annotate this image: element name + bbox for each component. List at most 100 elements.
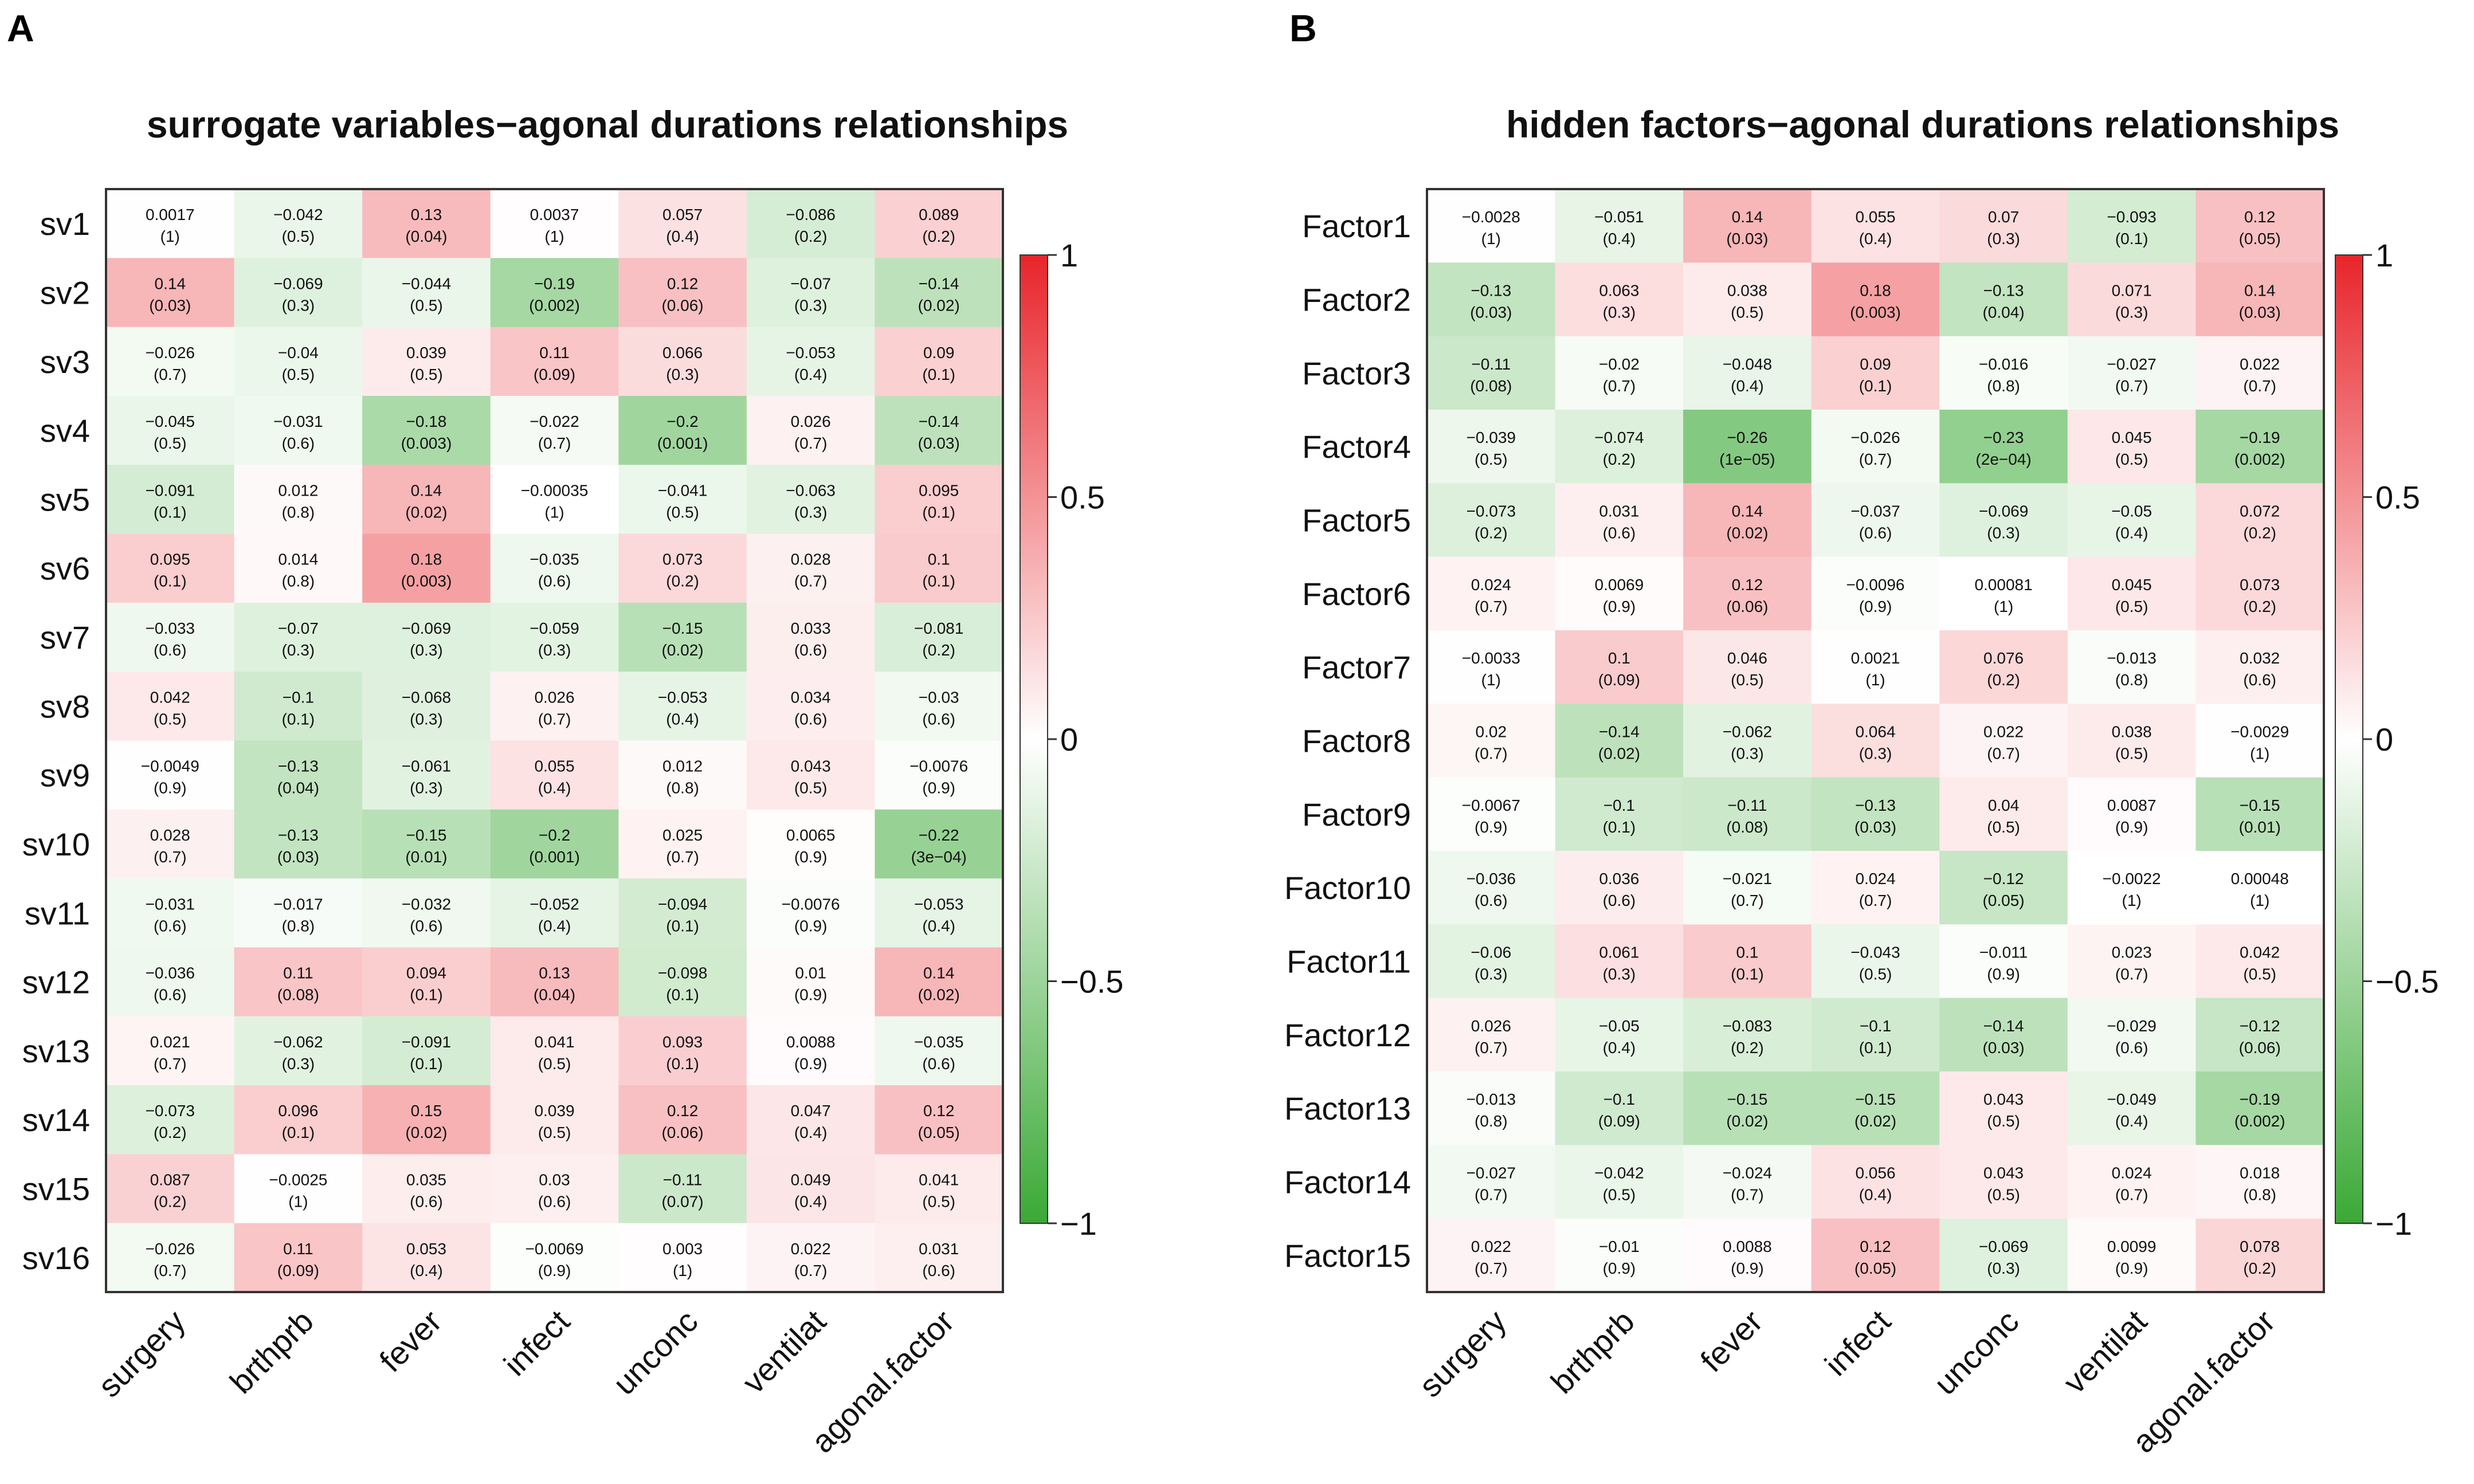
row-label: Factor14 xyxy=(1284,1164,1411,1200)
cell-correlation-label: 0.043 xyxy=(1983,1090,2024,1108)
row-label: sv10 xyxy=(22,826,90,862)
cell-pvalue-label: (0.2) xyxy=(1987,671,2020,689)
heatmap-cell xyxy=(1939,777,2068,851)
heatmap-cell xyxy=(234,1223,363,1293)
cell-pvalue-label: (0.5) xyxy=(410,296,443,314)
cell-correlation-label: 0.0087 xyxy=(2107,796,2157,814)
row-labels-a: sv1 sv2 sv3 sv4 sv5 sv6 sv7 sv8 sv9 sv10 sv11 sv12 s… xyxy=(22,206,90,1276)
heatmap-cell xyxy=(1427,189,1556,263)
cell-correlation-label: −0.016 xyxy=(1979,355,2028,373)
heatmap-cell xyxy=(1683,336,1812,410)
heatmap-cell xyxy=(875,602,1003,672)
heatmap-cell xyxy=(1939,1145,2068,1219)
cell-pvalue-label: (0.6) xyxy=(538,1193,571,1211)
cell-pvalue-label: (0.6) xyxy=(410,917,443,935)
heatmap-cell xyxy=(362,602,491,672)
heatmap-cell xyxy=(362,327,491,396)
heatmap-cell xyxy=(234,533,363,603)
cell-correlation-label: −0.00035 xyxy=(521,481,589,499)
heatmap-cell xyxy=(1683,777,1812,851)
heatmap-cell xyxy=(490,327,619,396)
cell-pvalue-label: (0.3) xyxy=(282,296,315,314)
cell-pvalue-label: (0.3) xyxy=(794,296,828,314)
cell-pvalue-label: (0.02) xyxy=(1598,745,1640,763)
heatmap-cell xyxy=(234,327,363,396)
cell-correlation-label: −0.0096 xyxy=(1846,576,1905,594)
cell-correlation-label: −0.04 xyxy=(278,344,319,362)
cell-correlation-label: 0.02 xyxy=(1476,723,1507,741)
cell-pvalue-label: (0.6) xyxy=(794,641,828,659)
colorbar-a: 1 0.5 0 −0.5 −1 xyxy=(1020,237,1124,1242)
heatmap-cell xyxy=(234,809,363,879)
cell-correlation-label: 0.045 xyxy=(2112,576,2152,594)
heatmap-cell xyxy=(490,395,619,465)
heatmap-cell xyxy=(2195,336,2324,410)
heatmap-cell xyxy=(875,1223,1003,1293)
cell-pvalue-label: (0.002) xyxy=(529,296,580,314)
cell-pvalue-label: (0.4) xyxy=(922,917,955,935)
cell-pvalue-label: (1) xyxy=(2122,892,2142,909)
cell-pvalue-label: (0.4) xyxy=(666,227,699,245)
cell-pvalue-label: (0.2) xyxy=(1475,524,1508,542)
cell-correlation-label: 0.094 xyxy=(406,964,446,982)
heatmap-cell xyxy=(362,1223,491,1293)
heatmap-cell xyxy=(1811,998,1940,1072)
cell-pvalue-label: (0.1) xyxy=(922,503,955,521)
cell-correlation-label: −0.15 xyxy=(2240,796,2280,814)
cell-correlation-label: 0.073 xyxy=(2240,576,2280,594)
heatmap-cell xyxy=(618,258,747,328)
cell-correlation-label: 0.14 xyxy=(1732,502,1763,520)
heatmap-cell xyxy=(618,1085,747,1155)
cell-pvalue-label: (0.7) xyxy=(1731,1186,1764,1204)
cell-correlation-label: 0.035 xyxy=(406,1171,446,1189)
cell-correlation-label: −0.1 xyxy=(1603,1090,1635,1108)
cell-correlation-label: −0.12 xyxy=(2240,1017,2280,1035)
column-label: ventilat xyxy=(2056,1303,2154,1400)
cell-correlation-label: −0.19 xyxy=(2240,429,2280,446)
heatmap-cell xyxy=(618,533,747,603)
cell-pvalue-label: (0.09) xyxy=(1598,671,1640,689)
heatmap-cell xyxy=(106,533,235,603)
heatmap-cell xyxy=(1683,483,1812,558)
heatmap-cell xyxy=(1555,262,1684,337)
colorbar-tick-label: 1 xyxy=(1060,237,1078,273)
cell-correlation-label: −0.14 xyxy=(919,274,959,292)
cell-correlation-label: 0.038 xyxy=(2112,723,2152,741)
cell-correlation-label: −0.15 xyxy=(1855,1090,1896,1108)
column-label: fever xyxy=(1693,1303,1770,1379)
heatmap-cell xyxy=(1555,1218,1684,1293)
heatmap-cell xyxy=(1939,1071,2068,1145)
heatmap-cell xyxy=(875,1016,1003,1086)
cell-correlation-label: −0.12 xyxy=(1983,870,2024,888)
heatmap-cell xyxy=(1427,262,1556,337)
colorbar-tick-label: 0.5 xyxy=(1060,480,1105,516)
row-label: sv2 xyxy=(40,274,90,311)
heatmap-cell xyxy=(1811,483,1940,558)
cell-pvalue-label: (0.3) xyxy=(1987,230,2020,248)
cell-pvalue-label: (0.003) xyxy=(401,572,452,590)
cell-pvalue-label: (0.5) xyxy=(2115,450,2148,468)
column-label: fever xyxy=(373,1303,449,1379)
cell-correlation-label: 0.12 xyxy=(1732,576,1763,594)
cell-correlation-label: 0.0037 xyxy=(530,206,579,223)
heatmap-cell xyxy=(1683,1218,1812,1293)
cell-pvalue-label: (0.003) xyxy=(1850,304,1901,321)
cell-correlation-label: −0.061 xyxy=(402,757,451,775)
cell-pvalue-label: (0.6) xyxy=(2115,1039,2148,1057)
heatmap-cell xyxy=(490,1154,619,1224)
cell-correlation-label: 0.078 xyxy=(2240,1238,2280,1255)
heatmap-cell xyxy=(875,809,1003,879)
cell-pvalue-label: (0.8) xyxy=(2115,671,2148,689)
cell-correlation-label: 0.14 xyxy=(155,274,186,292)
cell-correlation-label: −0.074 xyxy=(1594,429,1644,446)
heatmap-cell xyxy=(1427,483,1556,558)
cell-correlation-label: 0.00081 xyxy=(1974,576,2032,594)
cell-correlation-label: −0.0076 xyxy=(909,757,968,775)
column-label: infect xyxy=(1818,1303,1898,1383)
cell-correlation-label: 0.012 xyxy=(662,757,703,775)
cell-correlation-label: 0.024 xyxy=(1855,870,1895,888)
cell-pvalue-label: (0.1) xyxy=(666,986,699,1004)
colorbar-gradient-a xyxy=(1020,254,1048,1224)
cell-pvalue-label: (0.03) xyxy=(1470,304,1512,321)
heatmap-cell xyxy=(1811,410,1940,484)
